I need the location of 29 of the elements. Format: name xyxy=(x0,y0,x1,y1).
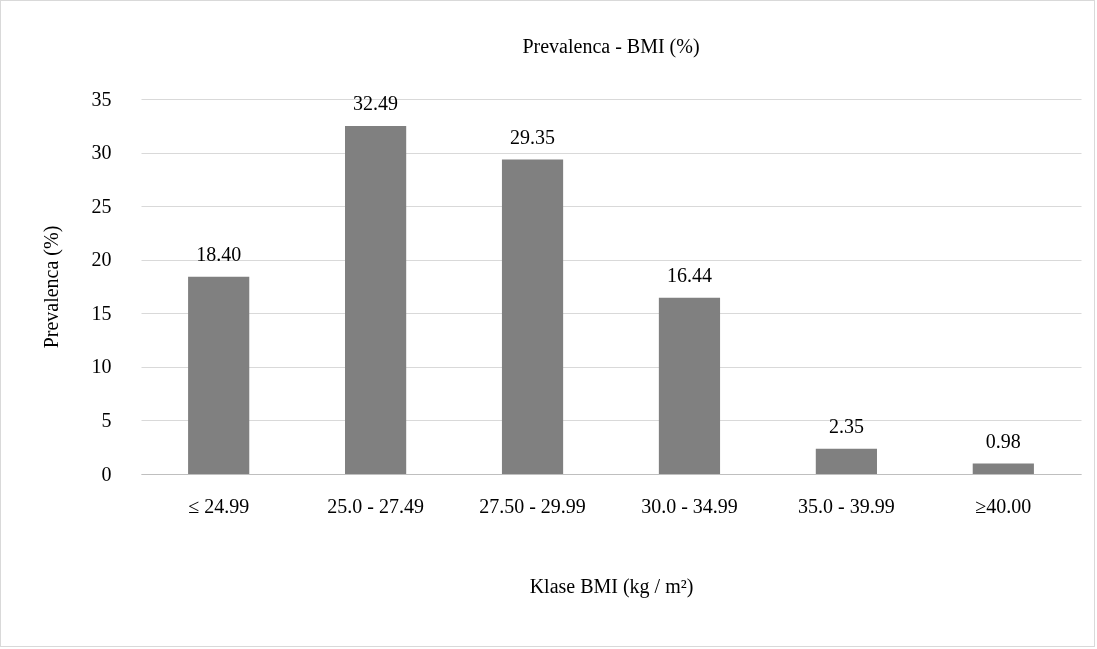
data-label: 32.49 xyxy=(353,91,399,114)
y-tick-label: 10 xyxy=(91,355,112,378)
y-axis-title: Prevalenca (%) xyxy=(39,225,63,349)
bar xyxy=(188,276,250,474)
x-tick-label: 27.50 - 29.99 xyxy=(479,494,586,517)
y-tick-label: 0 xyxy=(101,462,112,485)
chart-title: Prevalenca - BMI (%) xyxy=(522,35,700,58)
y-tick-label: 5 xyxy=(101,408,112,431)
x-axis-title: Klase BMI (kg / m²) xyxy=(529,574,694,598)
y-tick-label: 20 xyxy=(91,248,112,271)
bar xyxy=(658,297,721,474)
x-tick-label: 35.0 - 39.99 xyxy=(798,494,895,517)
data-label: 2.35 xyxy=(828,414,864,437)
y-tick-label: 15 xyxy=(91,301,112,324)
bar xyxy=(501,159,564,474)
y-tick-label: 30 xyxy=(91,141,112,164)
y-tick-label: 35 xyxy=(91,87,112,110)
data-label: 29.35 xyxy=(510,125,556,148)
data-label: 0.98 xyxy=(985,429,1021,452)
data-label: 18.40 xyxy=(196,242,242,265)
x-tick-label: ≤ 24.99 xyxy=(188,494,250,517)
bar xyxy=(345,125,407,474)
data-label: 16.44 xyxy=(666,263,712,286)
bar xyxy=(972,463,1034,474)
x-tick-label: 30.0 - 34.99 xyxy=(641,494,738,517)
x-tick-label: 25.0 - 27.49 xyxy=(327,494,424,517)
y-tick-label: 25 xyxy=(91,194,112,217)
bar xyxy=(815,448,877,474)
x-tick-label: ≥40.00 xyxy=(975,494,1032,517)
